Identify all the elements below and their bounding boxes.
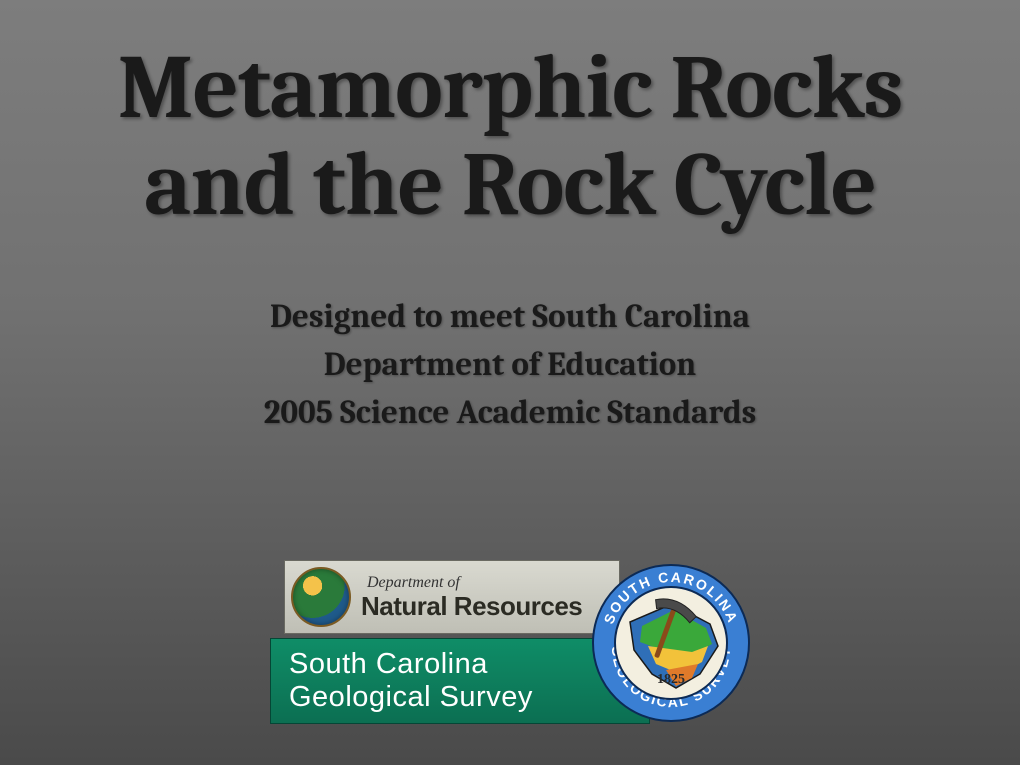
- slide-subtitle: Designed to meet South Carolina Departme…: [264, 294, 757, 438]
- subtitle-line-2: Department of Education: [264, 342, 757, 390]
- dnr-text: Department of Natural Resources: [361, 575, 582, 619]
- dnr-seal-icon: [291, 567, 351, 627]
- slide-title: Metamorphic Rocks and the Rock Cycle: [118, 40, 903, 234]
- slide: Metamorphic Rocks and the Rock Cycle Des…: [0, 0, 1020, 765]
- seal-inner: 1825: [614, 586, 728, 700]
- title-line-2: and the Rock Cycle: [144, 133, 876, 237]
- subtitle-line-3: 2005 Science Academic Standards: [264, 390, 757, 438]
- title-line-1: Metamorphic Rocks: [118, 36, 903, 140]
- logo-block: Department of Natural Resources South Ca…: [270, 560, 750, 725]
- dnr-banner: Department of Natural Resources: [284, 560, 620, 634]
- dnr-big-text: Natural Resources: [361, 593, 582, 619]
- seal-year: 1825: [616, 672, 726, 688]
- dnr-small-text: Department of: [367, 575, 582, 591]
- scgs-round-seal: SOUTH CAROLINA GEOLOGICAL SURVEY: [592, 564, 750, 722]
- subtitle-line-1: Designed to meet South Carolina: [264, 294, 757, 342]
